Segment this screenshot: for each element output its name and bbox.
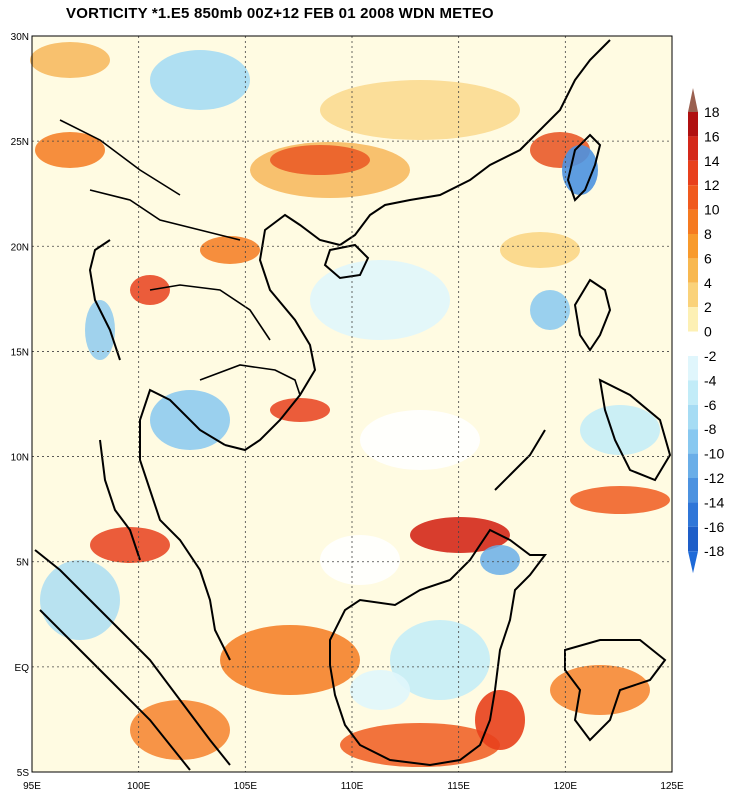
colorbar-label: 0: [704, 324, 712, 340]
colorbar-swatch: [688, 478, 698, 503]
colorbar-label: 6: [704, 250, 712, 266]
colorbar-swatch: [688, 112, 698, 137]
lat-tick-label: 10N: [11, 453, 29, 464]
colorbar-swatch: [688, 136, 698, 161]
colorbar: 18 16 14 12 10 8 6 4 2 0 -2 -4 -6 -8 -10 -12 -14 -16 -18: [688, 88, 724, 574]
colorbar-label: -14: [704, 494, 724, 510]
colorbar-top-arrow: [688, 88, 698, 112]
lat-tick-label: 5S: [17, 768, 30, 779]
colorbar-label: -8: [704, 421, 717, 437]
field-layer: [30, 36, 672, 772]
colorbar-label: -2: [704, 348, 717, 364]
colorbar-label: 8: [704, 226, 712, 242]
colorbar-label: 16: [704, 128, 720, 144]
lat-tick-label: 5N: [16, 558, 29, 569]
colorbar-label: -18: [704, 543, 724, 559]
lon-tick-label: 125E: [660, 781, 684, 792]
lon-tick-label: 115E: [447, 781, 470, 792]
colorbar-label: 18: [704, 104, 720, 120]
colorbar-label: 2: [704, 299, 712, 315]
map-frame: [31, 35, 673, 773]
colorbar-label: -12: [704, 470, 724, 486]
lat-lon-grid: [32, 36, 672, 772]
lat-tick-label: 20N: [11, 242, 29, 253]
lon-tick-label: 95E: [23, 781, 41, 792]
colorbar-label: -10: [704, 446, 724, 462]
colorbar-label: -4: [704, 372, 717, 388]
colorbar-swatch: [688, 404, 698, 430]
lat-tick-label: 15N: [11, 347, 29, 358]
colorbar-swatch: [688, 380, 698, 405]
lat-tick-label: 30N: [11, 32, 29, 43]
lon-tick-label: 105E: [234, 781, 258, 792]
lon-tick-label: 100E: [127, 781, 151, 792]
colorbar-swatch: [688, 526, 698, 552]
colorbar-label: 12: [704, 177, 720, 193]
colorbar-swatch: [688, 160, 698, 186]
colorbar-label: 10: [704, 202, 720, 218]
colorbar-swatch: [688, 307, 698, 332]
latitude-labels: 30N 25N 20N 15N 10N 5N EQ 5S: [11, 32, 30, 779]
colorbar-swatch: [688, 429, 698, 454]
lon-tick-label: 110E: [341, 781, 364, 792]
colorbar-swatch: [688, 356, 698, 381]
colorbar-swatch: [688, 258, 698, 283]
colorbar-swatch: [688, 234, 698, 259]
lat-tick-label: 25N: [11, 137, 29, 148]
map-title: VORTICITY *1.E5 850mb 00Z+12 FEB 01 2008…: [66, 5, 494, 22]
colorbar-bottom-arrow: [688, 551, 698, 574]
colorbar-swatch: [688, 502, 698, 527]
colorbar-label: 4: [704, 275, 712, 291]
colorbar-label: -16: [704, 519, 724, 535]
lat-tick-label: EQ: [15, 663, 30, 674]
coastlines: [34, 39, 672, 771]
colorbar-swatch: [688, 282, 698, 308]
colorbar-swatch: [688, 453, 698, 478]
longitude-labels: 95E 100E 105E 110E 115E 120E 125E: [23, 781, 684, 792]
colorbar-swatch: [688, 331, 698, 356]
colorbar-swatch: [688, 185, 698, 210]
colorbar-label: 14: [704, 153, 720, 169]
lon-tick-label: 120E: [554, 781, 578, 792]
colorbar-swatch: [688, 209, 698, 234]
colorbar-label: -6: [704, 397, 717, 413]
